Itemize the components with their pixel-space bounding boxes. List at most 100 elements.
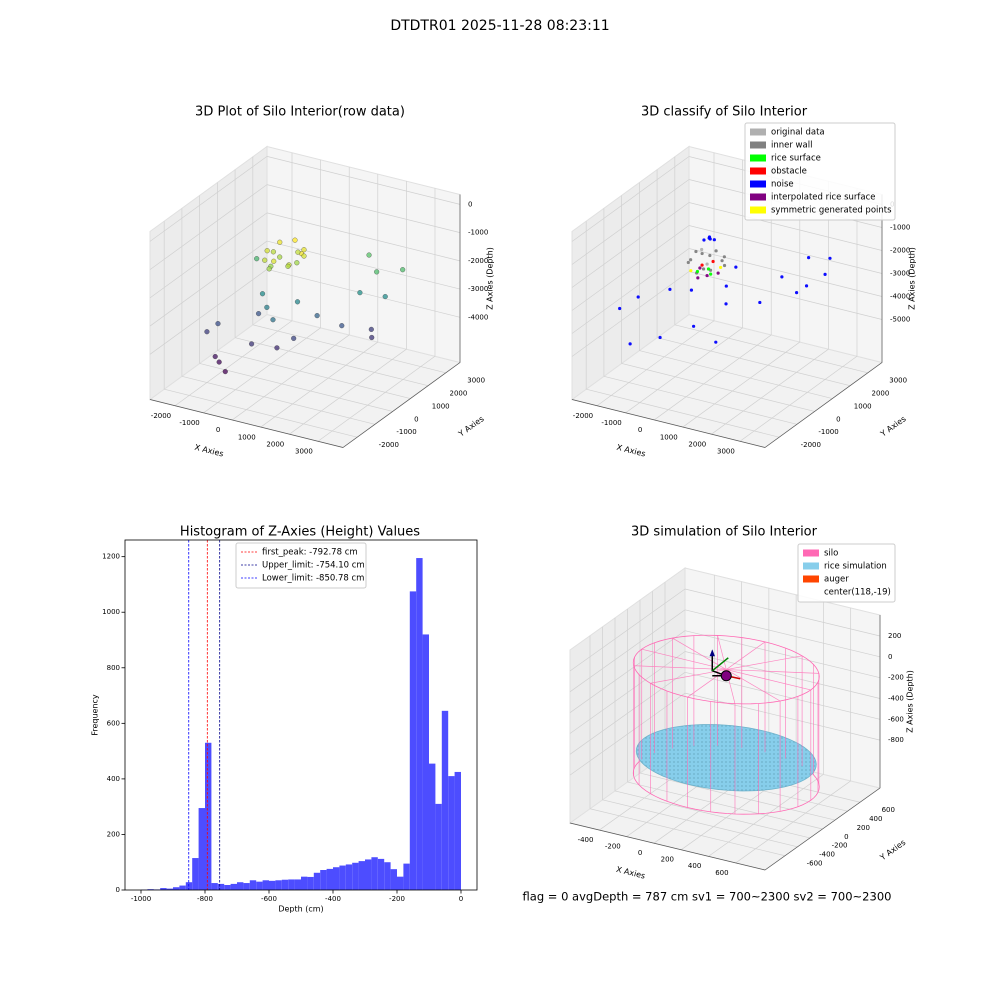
data-point xyxy=(301,247,307,253)
x-tick-label: -1000 xyxy=(601,419,621,427)
x-tick-label: -2000 xyxy=(151,412,171,420)
y-tick-label: 600 xyxy=(107,719,120,727)
legend-swatch xyxy=(750,180,766,188)
y-tick-label: 1200 xyxy=(102,553,120,561)
bar xyxy=(454,771,461,890)
grid-line xyxy=(569,609,881,693)
data-point xyxy=(701,267,706,271)
x-tick-label: -800 xyxy=(197,895,213,903)
x-tick-label: 400 xyxy=(688,862,701,870)
data-point xyxy=(705,273,709,278)
data-point xyxy=(254,256,260,262)
data-point xyxy=(694,249,698,254)
x-tick-label: -1000 xyxy=(179,419,199,427)
data-point xyxy=(724,302,728,306)
chart-title: 3D simulation of Silo Interior xyxy=(631,525,818,540)
x-tick-label: -1000 xyxy=(131,895,151,903)
grid-line xyxy=(231,166,350,421)
axis-line xyxy=(569,615,881,871)
bar xyxy=(160,888,167,890)
bar xyxy=(166,888,173,890)
data-point xyxy=(366,252,372,258)
data-point xyxy=(718,265,723,270)
data-point xyxy=(707,235,712,239)
grid-line xyxy=(149,240,461,327)
bar xyxy=(262,880,269,890)
grid-line xyxy=(174,152,293,407)
data-point xyxy=(212,353,218,360)
auger-marker xyxy=(720,670,732,682)
data-point xyxy=(259,291,266,297)
grid-line xyxy=(569,588,881,672)
data-point xyxy=(780,275,784,279)
z-tick-label: 0 xyxy=(468,200,472,208)
grid-line xyxy=(163,221,358,438)
bar xyxy=(301,876,308,890)
data-point xyxy=(628,342,632,346)
grid-line xyxy=(602,626,798,848)
data-point xyxy=(716,271,720,275)
legend-swatch xyxy=(750,167,766,175)
data-point xyxy=(692,324,696,328)
y-tick-label: -1000 xyxy=(396,428,416,436)
data-point xyxy=(708,253,712,258)
data-point xyxy=(804,284,809,288)
x-axis-label: Depth (cm) xyxy=(278,905,323,914)
y-tick-label: 400 xyxy=(869,815,882,823)
data-point xyxy=(689,288,694,292)
bar xyxy=(435,803,442,890)
bar xyxy=(390,869,397,890)
data-point xyxy=(706,267,711,271)
grid-line xyxy=(199,195,393,412)
data-point xyxy=(222,369,228,375)
x-tick-label: 2000 xyxy=(688,440,706,448)
grid-line xyxy=(614,617,811,839)
legend-label: rice simulation xyxy=(824,562,887,572)
x-tick-label: -400 xyxy=(325,895,341,903)
rice-texture xyxy=(636,724,817,791)
data-point xyxy=(686,260,690,265)
grid-line xyxy=(181,208,375,425)
bar xyxy=(352,862,359,890)
data-point xyxy=(700,263,704,267)
z-tick-label: -3000 xyxy=(890,269,910,277)
grid-line xyxy=(149,156,461,242)
grid-line xyxy=(252,156,446,374)
data-point xyxy=(722,255,726,259)
legend-swatch xyxy=(803,549,819,557)
bar xyxy=(365,859,372,890)
y-tick-label: 200 xyxy=(107,830,120,838)
z-axis-label: Z Axies (Depth) xyxy=(486,247,495,310)
y-tick-label: 400 xyxy=(107,775,120,783)
data-point xyxy=(339,323,345,329)
data-point xyxy=(249,341,255,347)
legend-label: silo xyxy=(824,549,838,559)
x-tick-label: 2000 xyxy=(266,440,284,448)
data-point xyxy=(720,259,724,263)
data-point xyxy=(271,258,277,264)
x-tick-label: 3000 xyxy=(717,447,735,455)
x-tick-label: 3000 xyxy=(295,447,313,455)
z-tick-label: -600 xyxy=(888,715,904,723)
x-tick-label: -200 xyxy=(389,895,405,903)
legend-box xyxy=(235,542,367,589)
legend-swatch xyxy=(803,575,819,583)
y-tick-label: 200 xyxy=(857,824,870,832)
data-point xyxy=(274,345,280,351)
data-point xyxy=(695,269,700,274)
legend-swatch xyxy=(803,562,819,570)
grid-line xyxy=(585,221,780,438)
orientation-arrow-z xyxy=(709,649,716,657)
data-point xyxy=(256,311,262,317)
grid-line xyxy=(260,174,379,428)
data-point xyxy=(714,249,718,253)
y-tick-label: -400 xyxy=(819,851,835,859)
data-point xyxy=(294,299,301,305)
grid-line xyxy=(639,182,833,399)
legend-swatch xyxy=(750,206,766,214)
legend-label: interpolated rice surface xyxy=(771,193,876,203)
legend-label: rice surface xyxy=(771,154,821,164)
legend-label: original data xyxy=(771,128,825,138)
z-tick-label: -1000 xyxy=(468,229,488,237)
